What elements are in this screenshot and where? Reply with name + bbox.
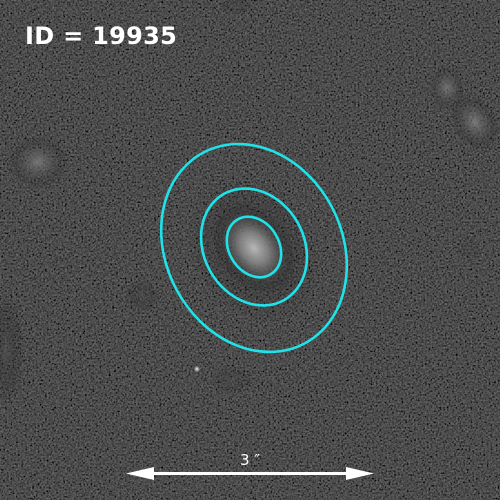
scale-bar-left-arrowhead bbox=[126, 467, 154, 480]
faint-source-top bbox=[220, 0, 252, 14]
faint-source-lower bbox=[210, 366, 254, 394]
faint-source-top-right bbox=[429, 66, 465, 110]
faint-source-left-edge bbox=[0, 295, 24, 405]
scale-bar-arrow bbox=[126, 467, 374, 480]
scale-bar-line bbox=[146, 472, 354, 475]
faint-source-right-mid bbox=[458, 238, 482, 262]
contour-outer bbox=[159, 142, 349, 354]
object-id-label: ID = 19935 bbox=[25, 22, 178, 50]
scale-bar-label: 3 ″ bbox=[240, 451, 260, 469]
point-source-star bbox=[193, 365, 201, 373]
contour-inner bbox=[225, 215, 283, 279]
faint-source-left bbox=[8, 136, 68, 188]
scale-bar-right-arrowhead bbox=[346, 467, 374, 480]
isophote-contours bbox=[159, 142, 349, 354]
faint-source-center-left bbox=[124, 280, 160, 312]
faint-source-right bbox=[450, 93, 500, 151]
contour-middle bbox=[199, 187, 309, 307]
